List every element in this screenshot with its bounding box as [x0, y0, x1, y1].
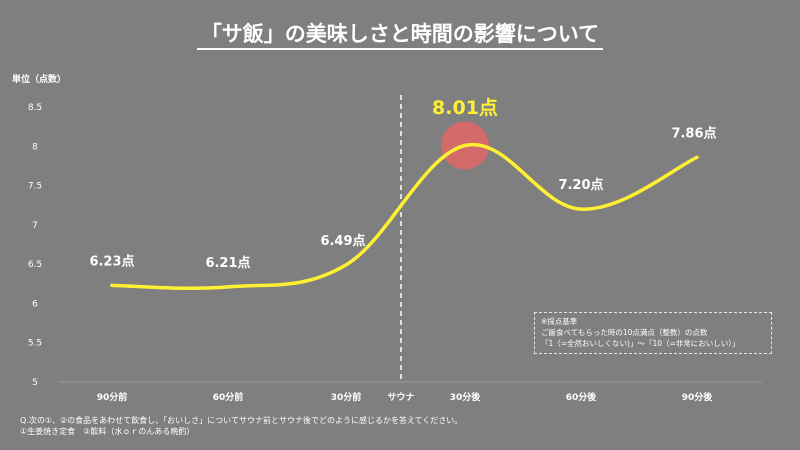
x-axis-ticks: 90分前 60分前 30分前 30分後 60分後 90分後 [97, 391, 714, 403]
y-tick-label: 8.5 [28, 103, 42, 113]
x-tick-label: 90分後 [682, 391, 714, 403]
chart-title-text: 「サ飯」の美味しさと時間の影響について [196, 22, 604, 50]
y-tick-label: 7.5 [28, 182, 42, 192]
chart-title: 「サ飯」の美味しさと時間の影響について [0, 18, 800, 50]
y-tick-label: 6 [32, 299, 38, 309]
data-label: 7.20点 [558, 177, 603, 193]
data-label: 6.23点 [89, 253, 134, 269]
footer-line2: ①生姜焼き定食 ②飲料（水ｏｒのんある晩酌） [20, 427, 195, 436]
y-tick-label: 7 [32, 221, 38, 231]
note-heading: ※採点基準 [541, 317, 578, 326]
x-tick-label: 60分前 [213, 391, 244, 403]
y-axis-ticks: 8.5 8 7.5 7 6.5 6 5.5 5 [28, 103, 42, 388]
y-tick-label: 6.5 [28, 260, 42, 270]
footer-question: Q.次の①、②の食品をあわせて飲食し、「おいしさ」についてサウナ前とサウナ後でど… [20, 415, 462, 437]
y-axis-label: 単位（点数） [12, 73, 66, 85]
data-label: 7.86点 [671, 125, 716, 141]
note-line1: ご飯食べてもらった時の10点満点（整数）の点数 [541, 328, 708, 337]
series-line [110, 142, 699, 291]
scoring-note: ※採点基準 ご飯食べてもらった時の10点満点（整数）の点数 「1（=全然おいしく… [534, 312, 772, 354]
y-tick-label: 8 [32, 142, 38, 152]
divider-label: サウナ [387, 392, 414, 403]
x-tick-label: 60分後 [566, 391, 598, 403]
note-line2: 「1（=全然おいしくない)」～「10（=非常においしい）」 [541, 339, 740, 348]
data-label: 6.21点 [205, 255, 250, 271]
y-tick-label: 5 [32, 378, 38, 388]
y-tick-label: 5.5 [28, 339, 42, 349]
data-labels: 6.23点 6.21点 6.49点 8.01点 7.20点 7.86点 [89, 97, 716, 271]
footer-line1: Q.次の①、②の食品をあわせて飲食し、「おいしさ」についてサウナ前とサウナ後でど… [20, 416, 463, 425]
x-tick-label: 30分後 [450, 391, 482, 403]
x-tick-label: 90分前 [97, 391, 128, 403]
peak-data-label: 8.01点 [432, 97, 498, 119]
data-label: 6.49点 [320, 233, 365, 249]
x-tick-label: 30分前 [331, 391, 362, 403]
